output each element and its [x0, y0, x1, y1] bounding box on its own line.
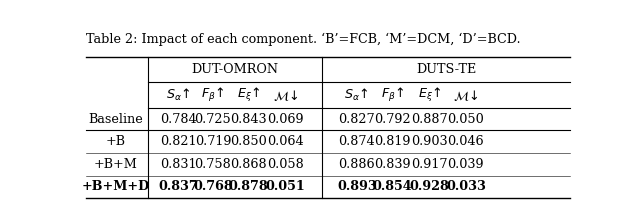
- Text: 0.903: 0.903: [412, 135, 448, 148]
- Text: 0.784: 0.784: [160, 113, 196, 126]
- Text: $E_\xi\!\uparrow$: $E_\xi\!\uparrow$: [418, 86, 442, 104]
- Text: $S_\alpha\!\uparrow$: $S_\alpha\!\uparrow$: [344, 87, 369, 103]
- Text: 0.886: 0.886: [339, 158, 375, 171]
- Text: 0.837: 0.837: [158, 180, 198, 193]
- Text: DUTS-TE: DUTS-TE: [416, 63, 476, 76]
- Text: 0.058: 0.058: [267, 158, 304, 171]
- Text: 0.821: 0.821: [160, 135, 196, 148]
- Text: 0.069: 0.069: [267, 113, 303, 126]
- Text: 0.819: 0.819: [374, 135, 411, 148]
- Text: 0.868: 0.868: [230, 158, 267, 171]
- Text: $\mathcal{M}\!\downarrow$: $\mathcal{M}\!\downarrow$: [453, 88, 479, 103]
- Text: 0.064: 0.064: [267, 135, 303, 148]
- Text: +B+M+D: +B+M+D: [82, 180, 150, 193]
- Text: DUT-OMRON: DUT-OMRON: [192, 63, 279, 76]
- Text: $F_\beta\!\uparrow$: $F_\beta\!\uparrow$: [201, 86, 225, 104]
- Text: 0.839: 0.839: [374, 158, 411, 171]
- Text: $\mathcal{M}\!\downarrow$: $\mathcal{M}\!\downarrow$: [273, 88, 298, 103]
- Text: $S_\alpha\!\uparrow$: $S_\alpha\!\uparrow$: [166, 87, 191, 103]
- Text: 0.039: 0.039: [447, 158, 484, 171]
- Text: 0.758: 0.758: [195, 158, 231, 171]
- Text: 0.874: 0.874: [339, 135, 375, 148]
- Text: $E_\xi\!\uparrow$: $E_\xi\!\uparrow$: [237, 86, 260, 104]
- Text: 0.928: 0.928: [410, 180, 449, 193]
- Text: 0.843: 0.843: [230, 113, 267, 126]
- Text: $F_\beta\!\uparrow$: $F_\beta\!\uparrow$: [381, 86, 404, 104]
- Text: 0.046: 0.046: [447, 135, 484, 148]
- Text: 0.768: 0.768: [193, 180, 233, 193]
- Text: 0.850: 0.850: [230, 135, 267, 148]
- Text: 0.051: 0.051: [266, 180, 305, 193]
- Text: 0.719: 0.719: [195, 135, 231, 148]
- Text: 0.917: 0.917: [412, 158, 448, 171]
- Text: 0.831: 0.831: [160, 158, 196, 171]
- Text: Baseline: Baseline: [88, 113, 143, 126]
- Text: 0.893: 0.893: [337, 180, 377, 193]
- Text: 0.033: 0.033: [446, 180, 486, 193]
- Text: 0.725: 0.725: [195, 113, 231, 126]
- Text: +B+M: +B+M: [94, 158, 138, 171]
- Text: 0.050: 0.050: [447, 113, 484, 126]
- Text: 0.827: 0.827: [339, 113, 375, 126]
- Text: Table 2: Impact of each component. ‘B’=FCB, ‘M’=DCM, ‘D’=BCD.: Table 2: Impact of each component. ‘B’=F…: [86, 33, 520, 46]
- Text: 0.887: 0.887: [412, 113, 448, 126]
- Text: 0.854: 0.854: [372, 180, 412, 193]
- Text: 0.878: 0.878: [229, 180, 268, 193]
- Text: 0.792: 0.792: [374, 113, 411, 126]
- Text: +B: +B: [106, 135, 125, 148]
